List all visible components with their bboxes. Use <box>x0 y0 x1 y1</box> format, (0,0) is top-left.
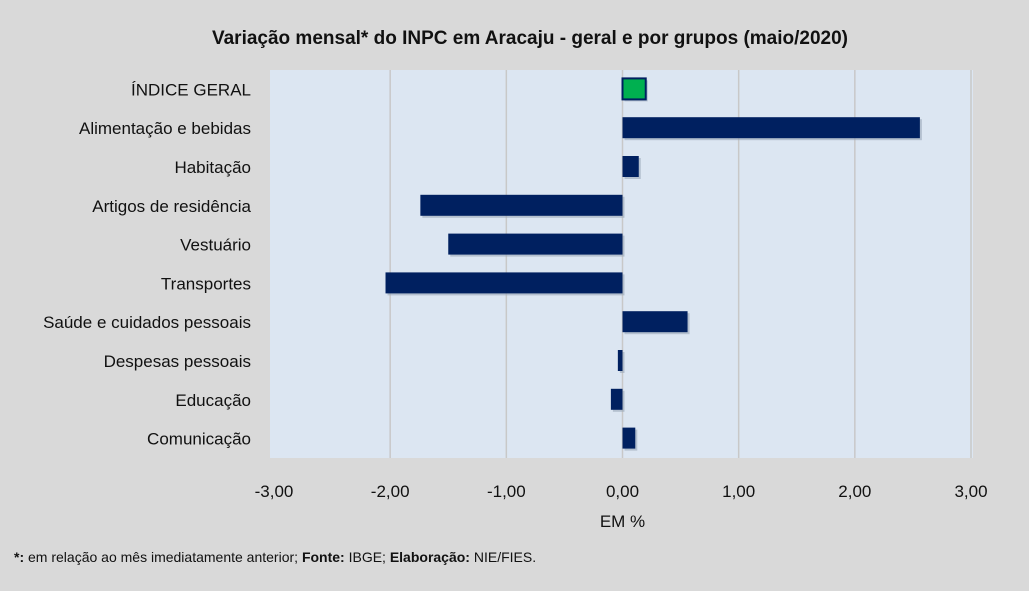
bar <box>617 350 623 371</box>
footnote-source-label: Fonte: <box>301 549 345 565</box>
y-category-label: ÍNDICE GERAL <box>131 80 251 99</box>
y-category-label: Educação <box>175 391 251 410</box>
bar <box>622 311 688 333</box>
x-tick-label: 1,00 <box>722 482 755 501</box>
bar <box>621 77 647 101</box>
footnote-star-text: em relação ao mês imediatamente anterior… <box>24 549 302 565</box>
bar <box>420 194 623 216</box>
x-tick-label: 0,00 <box>606 482 639 501</box>
y-category-label: Alimentação e bebidas <box>79 119 251 138</box>
x-tick-label: -1,00 <box>487 482 526 501</box>
footnote-star-label: *: <box>14 549 25 565</box>
x-tick-label: 3,00 <box>954 482 987 501</box>
footnote: *: em relação ao mês imediatamente anter… <box>14 549 536 565</box>
bar <box>385 272 623 294</box>
x-tick-label: -3,00 <box>255 482 294 501</box>
footnote-elab-text: NIE/FIES. <box>469 549 537 565</box>
footnote-source-text: IBGE; <box>344 549 390 565</box>
bar <box>448 233 623 255</box>
x-tick-label: -2,00 <box>371 482 410 501</box>
y-category-label: Habitação <box>174 158 251 177</box>
chart-title: Variação mensal* do INPC em Aracaju - ge… <box>211 28 849 49</box>
footnote-elab-label: Elaboração: <box>389 549 470 565</box>
bar <box>622 156 639 177</box>
x-tick-label: 2,00 <box>838 482 871 501</box>
y-category-label: Transportes <box>161 274 251 293</box>
y-category-label: Comunicação <box>147 430 251 449</box>
y-category-label: Saúde e cuidados pessoais <box>43 313 251 332</box>
bar <box>622 427 636 449</box>
bar <box>622 117 920 139</box>
y-category-label: Vestuário <box>180 236 251 255</box>
y-category-label: Artigos de residência <box>92 197 251 216</box>
y-category-label: Despesas pessoais <box>104 352 251 371</box>
x-axis-label: EM % <box>600 512 645 531</box>
bar <box>610 388 623 410</box>
